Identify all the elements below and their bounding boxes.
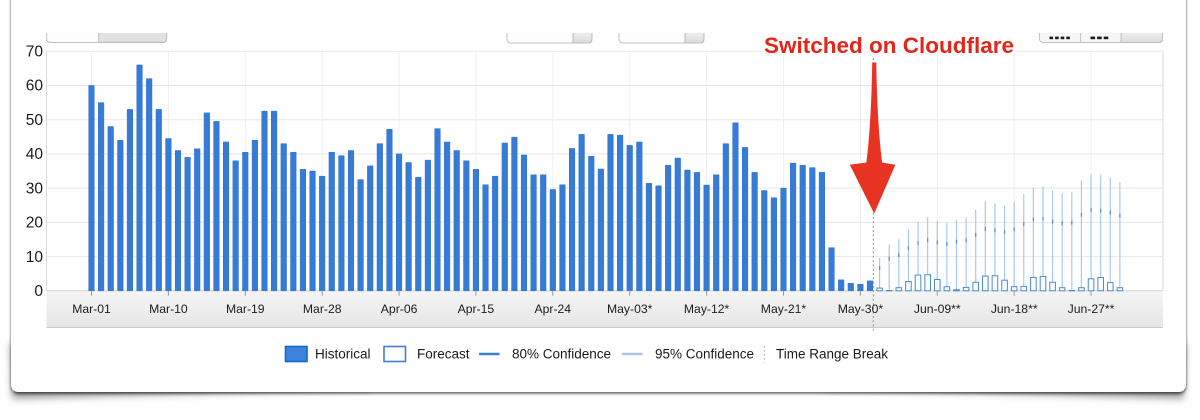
svg-text:Apr-15: Apr-15	[458, 302, 495, 316]
svg-text:20: 20	[26, 215, 44, 232]
svg-text:May-03*: May-03*	[607, 302, 653, 316]
svg-text:May-30*: May-30*	[838, 302, 884, 316]
svg-text:Historical: Historical	[315, 347, 371, 362]
svg-text:Forecast: Forecast	[417, 347, 470, 362]
svg-text:Apr-06: Apr-06	[381, 302, 418, 316]
svg-text:10: 10	[26, 249, 44, 266]
svg-text:95% Confidence: 95% Confidence	[655, 347, 754, 362]
svg-text:Mar-28: Mar-28	[303, 302, 342, 316]
svg-text:May-21*: May-21*	[761, 302, 807, 316]
svg-text:Switched on Cloudflare: Switched on Cloudflare	[764, 33, 1014, 58]
svg-text:Jun-27**: Jun-27**	[1068, 302, 1115, 316]
svg-text:30: 30	[26, 180, 44, 197]
svg-text:May-12*: May-12*	[684, 302, 730, 316]
svg-text:Mar-10: Mar-10	[149, 302, 188, 316]
svg-text:80% Confidence: 80% Confidence	[512, 347, 611, 362]
svg-text:Time Range Break: Time Range Break	[776, 347, 888, 362]
svg-text:0: 0	[34, 283, 43, 300]
svg-text:70: 70	[26, 44, 44, 61]
svg-text:Mar-19: Mar-19	[226, 302, 265, 316]
svg-text:60: 60	[26, 78, 44, 95]
svg-text:50: 50	[26, 112, 44, 129]
svg-text:Mar-01: Mar-01	[72, 302, 111, 316]
svg-text:Jun-18**: Jun-18**	[991, 302, 1038, 316]
svg-text:Apr-24: Apr-24	[535, 302, 572, 316]
svg-text:40: 40	[26, 146, 44, 163]
svg-text:Jun-09**: Jun-09**	[914, 302, 961, 316]
